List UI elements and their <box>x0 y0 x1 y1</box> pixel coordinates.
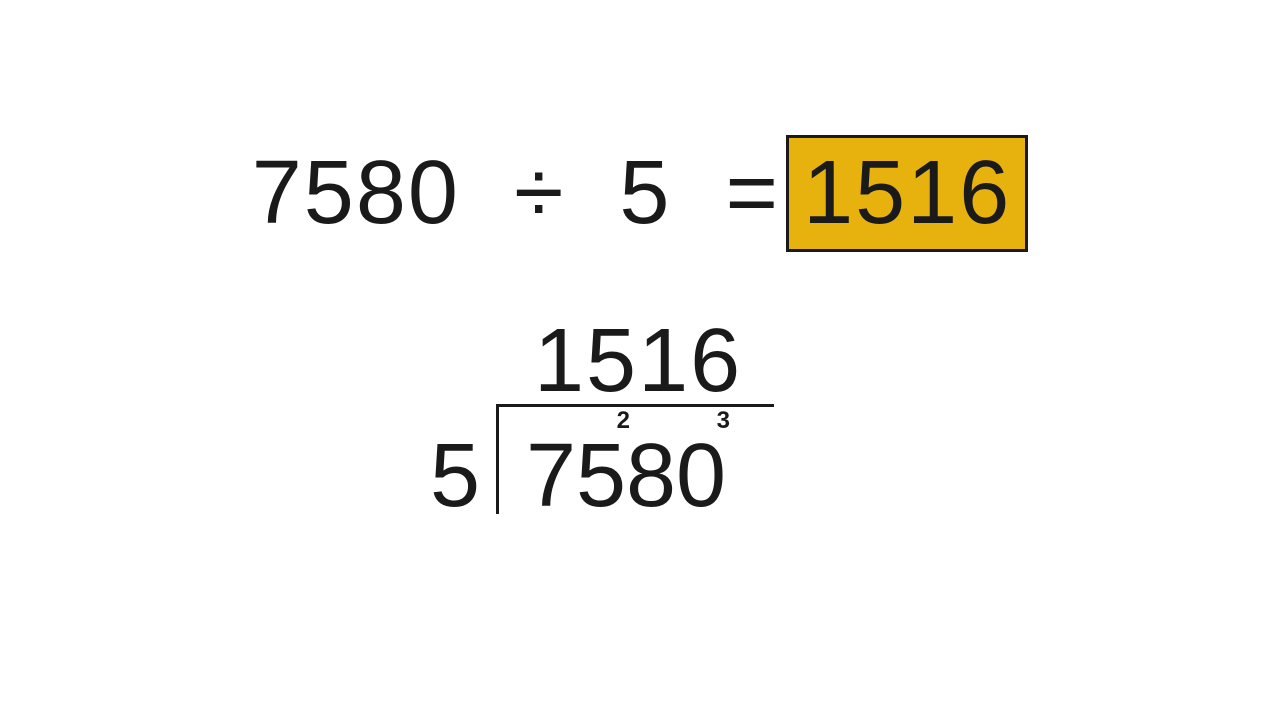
equation-expression: 7580 ÷ 5 = <box>252 142 780 245</box>
bracket-horizontal <box>496 404 774 407</box>
math-diagram: { "equation": { "dividend": "7580", "ope… <box>0 0 1280 720</box>
dividend-digit-1: 52 <box>576 425 626 528</box>
dividend-digit-2: 8 <box>626 425 676 528</box>
operator-symbol: ÷ <box>514 143 565 243</box>
carry-3: 3 <box>717 407 732 435</box>
divisor-value: 5 <box>619 143 671 243</box>
operator <box>487 143 514 243</box>
answer-box: 1516 <box>786 135 1028 252</box>
quotient: 1516 <box>534 310 742 413</box>
answer-value: 1516 <box>803 142 1011 245</box>
equation-row: 7580 ÷ 5 = 1516 <box>252 135 1029 252</box>
ld-dividend: 7 52 8 03 <box>526 425 726 528</box>
ld-divisor: 5 <box>430 425 480 528</box>
bracket-vertical <box>496 404 499 514</box>
long-division-inner: 1516 5 7 52 8 03 <box>430 320 850 540</box>
dividend-digit-3: 03 <box>676 425 726 528</box>
equation-line: 7580 ÷ 5 = 1516 <box>0 135 1280 252</box>
long-division: 1516 5 7 52 8 03 <box>0 320 1280 540</box>
equals-sign: = <box>726 143 781 243</box>
dividend-digit-0: 7 <box>526 425 576 528</box>
dividend-value: 7580 <box>252 143 460 243</box>
